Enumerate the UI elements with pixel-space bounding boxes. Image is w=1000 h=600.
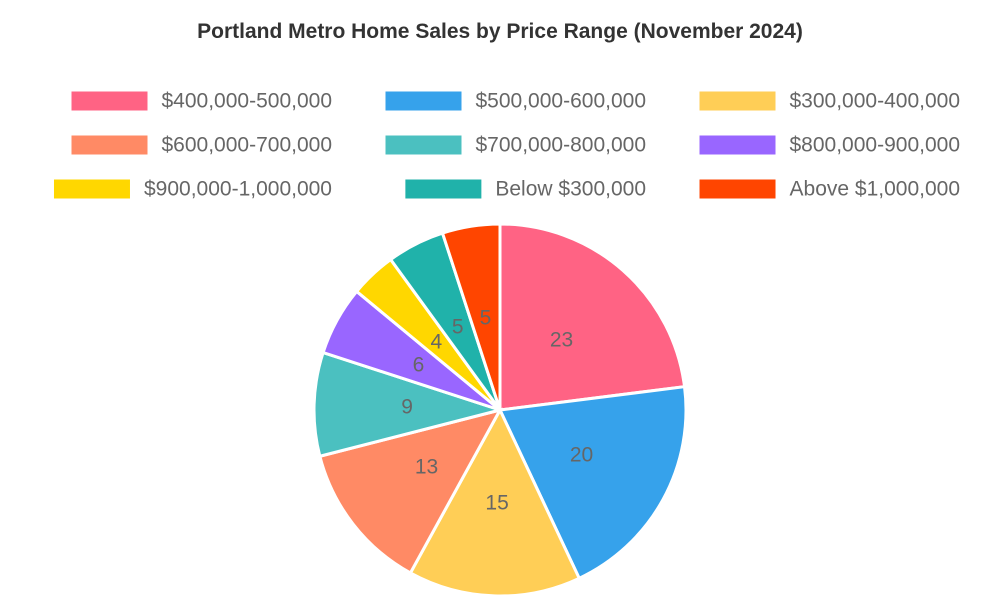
slice-data-label: 23 bbox=[550, 329, 573, 352]
legend-label[interactable]: $300,000-400,000 bbox=[790, 90, 961, 113]
slice-data-label: 20 bbox=[570, 443, 593, 466]
pie-slices bbox=[312, 222, 688, 598]
legend-label[interactable]: $900,000-1,000,000 bbox=[144, 178, 332, 201]
legend-swatch[interactable] bbox=[699, 135, 776, 155]
pie-slice[interactable] bbox=[440, 222, 502, 411]
legend-swatch[interactable] bbox=[405, 179, 482, 199]
legend-label[interactable]: $800,000-900,000 bbox=[790, 134, 961, 157]
legend-label[interactable]: Above $1,000,000 bbox=[790, 178, 960, 201]
slice-data-label: 15 bbox=[485, 491, 508, 514]
legend-label[interactable]: $600,000-700,000 bbox=[162, 134, 333, 157]
slice-data-label: 6 bbox=[413, 354, 425, 377]
legend-label[interactable]: $400,000-500,000 bbox=[162, 90, 333, 113]
slice-data-label: 9 bbox=[401, 396, 413, 419]
pie-slice[interactable] bbox=[318, 407, 503, 576]
legend-swatch[interactable] bbox=[385, 135, 462, 155]
legend-label[interactable]: $700,000-800,000 bbox=[476, 134, 647, 157]
legend-label[interactable]: Below $300,000 bbox=[495, 178, 646, 201]
legend-label[interactable]: $500,000-600,000 bbox=[476, 90, 647, 113]
slice-data-label: 5 bbox=[452, 316, 464, 339]
legend-swatch[interactable] bbox=[71, 91, 148, 111]
legend-swatch[interactable] bbox=[53, 179, 130, 199]
legend-swatch[interactable] bbox=[71, 135, 148, 155]
pie-slice[interactable] bbox=[498, 222, 687, 412]
pie-slice[interactable] bbox=[497, 385, 688, 581]
pie-slice[interactable] bbox=[408, 406, 582, 598]
pie-slice[interactable] bbox=[312, 350, 506, 459]
legend: $400,000-500,000 $500,000-600,000 $300,000… bbox=[53, 90, 961, 201]
chart-title: Portland Metro Home Sales by Price Range… bbox=[197, 20, 803, 43]
legend-swatch[interactable] bbox=[385, 91, 462, 111]
slice-data-label: 5 bbox=[480, 307, 492, 330]
legend-swatch[interactable] bbox=[699, 179, 776, 199]
legend-swatch[interactable] bbox=[699, 91, 776, 111]
slice-data-label: 4 bbox=[430, 331, 442, 354]
slice-data-label: 13 bbox=[415, 456, 438, 479]
